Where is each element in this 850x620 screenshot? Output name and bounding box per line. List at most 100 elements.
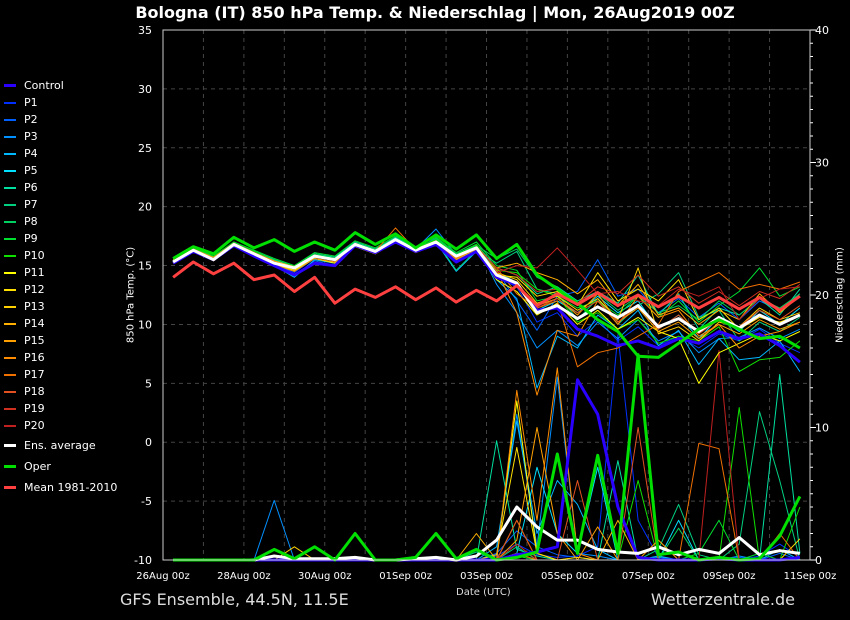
legend-swatch — [4, 356, 16, 359]
x-tick-label: 07Sep 00z — [622, 571, 675, 582]
x-tick-label: 11Sep 00z — [784, 571, 837, 582]
legend-label: P8 — [24, 215, 38, 228]
legend-item-control: Control — [4, 77, 117, 94]
legend-swatch — [4, 339, 16, 342]
legend-label: Oper — [24, 460, 51, 473]
legend-label: P13 — [24, 300, 45, 313]
legend-label: P3 — [24, 130, 38, 143]
legend-swatch — [4, 271, 16, 274]
legend-swatch — [4, 373, 16, 376]
legend-label: P12 — [24, 283, 45, 296]
y-tick-label-right: 20 — [815, 289, 829, 302]
legend-item-p14: P14 — [4, 315, 117, 332]
chart-title: Bologna (IT) 850 hPa Temp. & Niederschla… — [135, 3, 735, 22]
y-tick-label-left: 35 — [138, 24, 152, 37]
legend-swatch — [4, 407, 16, 410]
legend-label: Control — [24, 79, 64, 92]
precip-line-p3 — [173, 376, 800, 561]
legend-swatch — [4, 101, 16, 104]
y-tick-label-left: 20 — [138, 201, 152, 214]
legend-swatch — [4, 465, 16, 468]
legend-swatch — [4, 254, 16, 257]
legend-item-p4: P4 — [4, 145, 117, 162]
legend-swatch — [4, 186, 16, 189]
legend-item-p18: P18 — [4, 383, 117, 400]
legend-swatch — [4, 203, 16, 206]
legend-item-p7: P7 — [4, 196, 117, 213]
legend-item-p17: P17 — [4, 366, 117, 383]
legend-item-p20: P20 — [4, 417, 117, 434]
legend-item-p19: P19 — [4, 400, 117, 417]
y-tick-label-right: 0 — [815, 554, 822, 567]
legend-swatch — [4, 169, 16, 172]
temp-line-p9 — [172, 235, 801, 323]
legend-swatch — [4, 288, 16, 291]
legend-label: Mean 1981-2010 — [24, 481, 118, 494]
y-tick-label-left: 10 — [138, 318, 152, 331]
legend-swatch — [4, 152, 16, 155]
legend-item-p1: P1 — [4, 94, 117, 111]
legend-item-p10: P10 — [4, 247, 117, 264]
legend-item-p6: P6 — [4, 179, 117, 196]
precip-line-ens-average — [173, 505, 801, 562]
legend-label: P7 — [24, 198, 38, 211]
y-tick-label-left: 5 — [145, 377, 152, 390]
legend-label: P19 — [24, 402, 45, 415]
legend-label: P9 — [24, 232, 38, 245]
legend-label: Ens. average — [24, 439, 96, 452]
x-tick-label: 05Sep 00z — [541, 571, 594, 582]
legend-swatch — [4, 84, 16, 87]
y-tick-label-right: 30 — [815, 157, 829, 170]
legend-item-p13: P13 — [4, 298, 117, 315]
legend-swatch — [4, 220, 16, 223]
precip-line-p6 — [173, 374, 801, 561]
legend-swatch — [4, 486, 16, 489]
legend-label: P1 — [24, 96, 38, 109]
legend-label: P4 — [24, 147, 38, 160]
temp-line-oper — [172, 231, 801, 359]
legend-swatch — [4, 135, 16, 138]
legend-item-p16: P16 — [4, 349, 117, 366]
legend-swatch — [4, 237, 16, 240]
y-tick-label-right: 40 — [815, 24, 829, 37]
y-tick-label-left: -10 — [134, 554, 152, 567]
legend-label: P17 — [24, 368, 45, 381]
legend-swatch — [4, 322, 16, 325]
legend-swatch — [4, 305, 16, 308]
legend-label: P16 — [24, 351, 45, 364]
legend: Control P1 P2 P3 P4 P5 P6 P7 P8 P9 P10 P11 P12 P13 P14… — [4, 77, 117, 497]
x-tick-label: 28Aug 00z — [217, 571, 270, 582]
legend-label: P20 — [24, 419, 45, 432]
y-tick-label-left: -5 — [141, 495, 152, 508]
model-location-label: GFS Ensemble, 44.5N, 11.5E — [120, 590, 349, 609]
y-tick-label-right: 10 — [815, 422, 829, 435]
x-tick-label: 03Sep 00z — [460, 571, 513, 582]
legend-item-oper: Oper — [4, 457, 117, 476]
plot-frame — [162, 29, 811, 561]
y-tick-label-left: 25 — [138, 142, 152, 155]
legend-item-ens-average: Ens. average — [4, 436, 117, 455]
legend-label: P11 — [24, 266, 45, 279]
legend-swatch — [4, 444, 16, 447]
legend-item-p15: P15 — [4, 332, 117, 349]
x-tick-label: 01Sep 00z — [379, 571, 432, 582]
site-label: Wetterzentrale.de — [650, 590, 795, 609]
legend-swatch — [4, 424, 16, 427]
legend-label: P6 — [24, 181, 38, 194]
precip-line-oper — [173, 353, 802, 562]
legend-item-p3: P3 — [4, 128, 117, 145]
temp-line-control — [172, 240, 801, 364]
legend-label: P5 — [24, 164, 38, 177]
legend-item-p9: P9 — [4, 230, 117, 247]
legend-item-p2: P2 — [4, 111, 117, 128]
x-tick-label: 26Aug 00z — [136, 571, 189, 582]
x-tick-label: 30Aug 00z — [298, 571, 351, 582]
y-tick-label-left: 15 — [138, 260, 152, 273]
legend-item-p11: P11 — [4, 264, 117, 281]
legend-label: P15 — [24, 334, 45, 347]
temp-line-mean-1981-2010 — [172, 260, 801, 312]
legend-label: P18 — [24, 385, 45, 398]
legend-item-p12: P12 — [4, 281, 117, 298]
x-tick-label: 09Sep 00z — [703, 571, 756, 582]
